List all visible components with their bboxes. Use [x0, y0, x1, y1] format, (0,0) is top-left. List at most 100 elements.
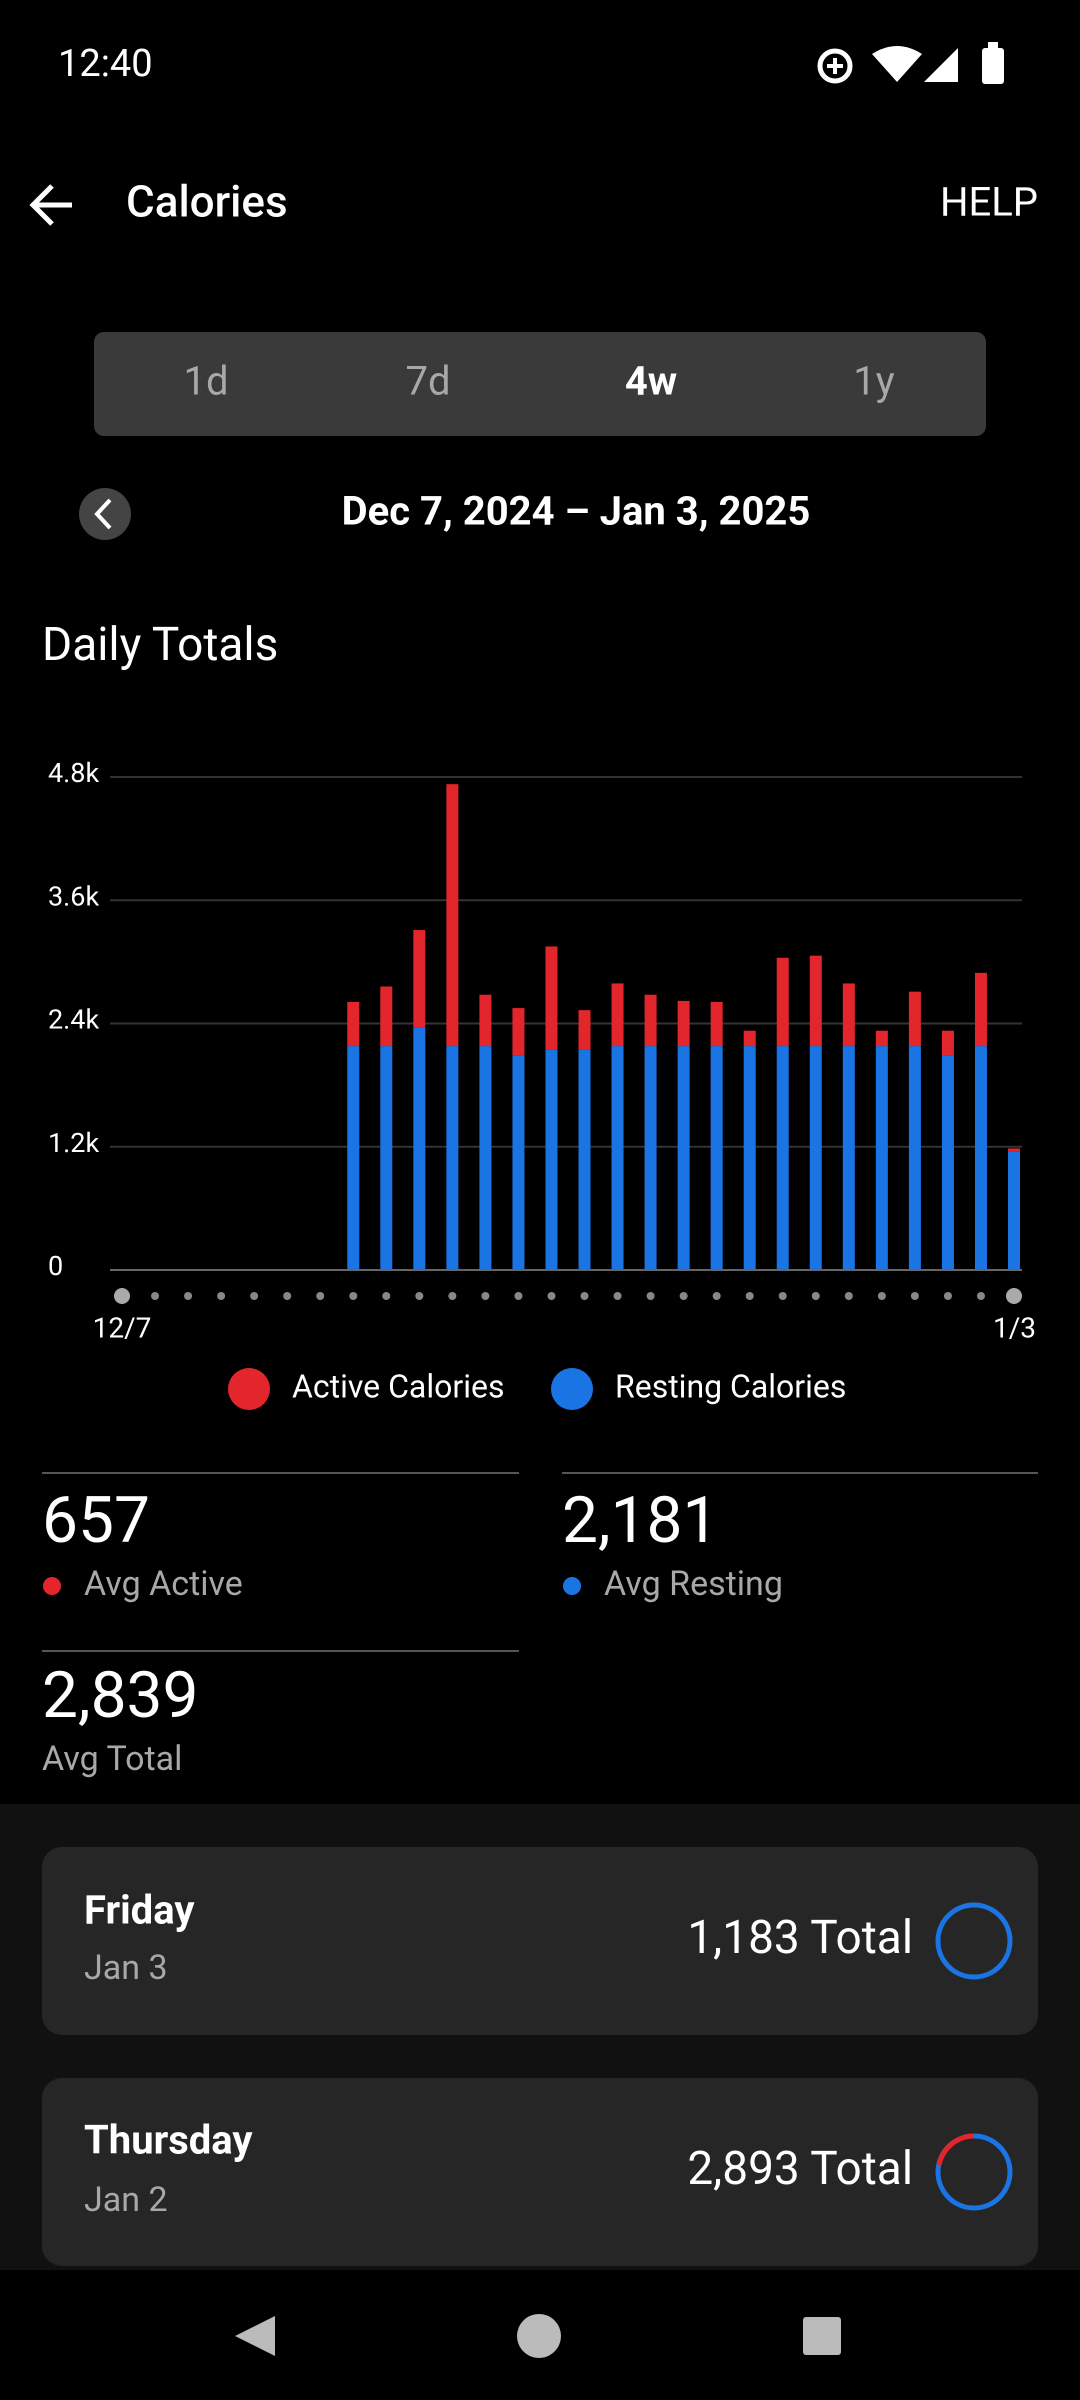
- y-tick-label: 1.2k: [48, 1127, 99, 1159]
- bar-segment: [1008, 1148, 1020, 1152]
- nav-back[interactable]: [235, 2316, 275, 2356]
- x-tick-dot: [778, 1292, 787, 1300]
- bar-segment: [413, 1027, 426, 1270]
- stat-dot: [563, 1577, 581, 1595]
- x-tick-dot: [316, 1292, 325, 1300]
- legend-swatch: [551, 1368, 593, 1410]
- date-range: Dec 7, 2024 – Jan 3, 2025: [342, 488, 811, 535]
- bar-segment: [809, 955, 822, 1047]
- chart: 0 1.2k 2.4k 3.6k 4.8k 12/7 1/3 Active Calories R…: [48, 757, 1036, 1410]
- bar-segment: [446, 784, 459, 1047]
- bar-segment: [842, 1046, 855, 1270]
- x-tick-dot: [1006, 1288, 1022, 1304]
- y-tick-label: 2.4k: [48, 1004, 99, 1036]
- status-icons: [817, 42, 1004, 84]
- bar-segment: [908, 991, 921, 1047]
- bar-segment: [644, 1046, 657, 1270]
- day-ring: [935, 1902, 1013, 1980]
- bar-segment: [677, 1046, 690, 1270]
- x-tick-dot: [349, 1292, 358, 1300]
- stat-label: Avg Total: [42, 1739, 182, 1779]
- day-total: 2,893 Total: [687, 2142, 913, 2196]
- x-tick-dot: [514, 1292, 523, 1300]
- y-tick-label: 3.6k: [48, 880, 99, 912]
- tab-selected[interactable]: 4w: [625, 358, 677, 405]
- x-tick-dot: [976, 1292, 985, 1300]
- day-date: Jan 2: [84, 2180, 168, 2220]
- x-tick-dot: [547, 1292, 556, 1300]
- legend-label: Active Calories: [292, 1367, 504, 1405]
- x-tick-dot: [745, 1292, 754, 1300]
- bar-segment: [347, 1046, 360, 1270]
- day-card[interactable]: [42, 1847, 1038, 2035]
- bar-segment: [380, 986, 393, 1047]
- bar-segment: [677, 1000, 690, 1047]
- bar-segment: [611, 983, 624, 1047]
- x-tick-dot: [613, 1292, 622, 1300]
- chart-title: Daily Totals: [42, 618, 278, 672]
- bar-segment: [479, 1046, 492, 1270]
- tab-bar: [94, 332, 986, 436]
- bar-segment: [776, 957, 789, 1047]
- stat-value: 2,839: [42, 1658, 198, 1733]
- x-tick-dot: [646, 1292, 655, 1300]
- bar-segment: [743, 1030, 756, 1047]
- x-tick-dot: [217, 1292, 226, 1300]
- stat-value: 657: [42, 1483, 150, 1558]
- x-tick-dot: [580, 1292, 589, 1300]
- x-tick-dot: [415, 1292, 424, 1300]
- x-tick-dot: [250, 1292, 259, 1300]
- x-tick-label: 1/3: [993, 1311, 1036, 1344]
- x-tick-dot: [283, 1292, 292, 1300]
- tab[interactable]: 1d: [183, 358, 228, 405]
- x-tick-dot: [844, 1292, 853, 1300]
- bar-segment: [974, 972, 987, 1047]
- previous-period[interactable]: [79, 488, 131, 540]
- day-total: 1,183 Total: [687, 1911, 913, 1965]
- tab[interactable]: 1y: [853, 358, 894, 405]
- bar-segment: [875, 1046, 888, 1270]
- x-tick-dot: [114, 1288, 130, 1304]
- help-button[interactable]: HELP: [940, 179, 1038, 226]
- bar-segment: [578, 1010, 591, 1050]
- legend-swatch: [228, 1368, 270, 1410]
- bar-segment: [545, 1049, 558, 1270]
- x-tick-dot: [943, 1292, 952, 1300]
- bar-segment: [644, 994, 657, 1047]
- stat-label: Avg Active: [84, 1564, 243, 1604]
- bar-segment: [908, 1046, 921, 1270]
- nav-home[interactable]: [517, 2314, 561, 2358]
- x-tick-dot: [151, 1292, 160, 1300]
- bar-segment: [842, 983, 855, 1047]
- bar-segment: [347, 1001, 360, 1047]
- day-date: Jan 3: [84, 1948, 168, 1988]
- bar-segment: [941, 1055, 954, 1270]
- bar-segment: [479, 994, 492, 1047]
- bar-segment: [743, 1046, 756, 1270]
- x-tick-dot: [184, 1292, 193, 1300]
- nav-recents[interactable]: [803, 2317, 841, 2355]
- day-ring-active: [936, 2133, 975, 2166]
- bar-segment: [380, 1046, 393, 1270]
- bar-segment: [611, 1046, 624, 1270]
- back-button[interactable]: [29, 184, 72, 226]
- legend-label: Resting Calories: [615, 1367, 846, 1405]
- bar-segment: [512, 1055, 525, 1270]
- day-name: Thursday: [84, 2117, 253, 2164]
- stat-label: Avg Resting: [604, 1564, 783, 1604]
- bar-segment: [776, 1046, 789, 1270]
- bar-segment: [875, 1030, 888, 1047]
- bar-segment: [545, 946, 558, 1050]
- x-tick-dot: [811, 1292, 820, 1300]
- tab[interactable]: 7d: [405, 358, 450, 405]
- x-tick-dot: [448, 1292, 457, 1300]
- bar-segment: [578, 1049, 591, 1270]
- x-tick-dot: [481, 1292, 490, 1300]
- x-tick-dot: [910, 1292, 919, 1300]
- day-card[interactable]: [42, 2078, 1038, 2266]
- y-tick-label: 0: [48, 1250, 63, 1282]
- x-tick-dot: [877, 1292, 886, 1300]
- stat-dot: [43, 1577, 61, 1595]
